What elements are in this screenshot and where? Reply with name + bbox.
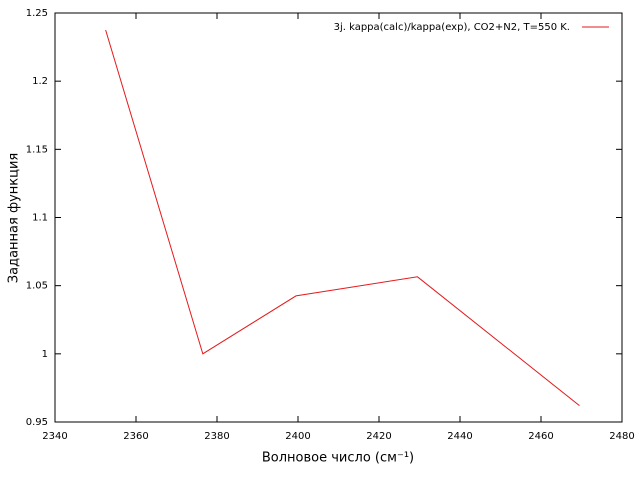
data-line [105,29,580,407]
x-tick-label: 2380 [204,431,229,442]
y-tick-label: 1.05 [26,281,48,292]
x-tick-label: 2480 [609,431,634,442]
x-tick-label: 2440 [447,431,472,442]
y-tick-label: 1.15 [26,144,48,155]
plot-border [54,12,623,423]
y-axis-label: Заданная функция [7,153,22,283]
y-tick-label: 1.1 [32,213,48,224]
y-tick-label: 0.95 [26,417,48,428]
x-tick-label: 2400 [285,431,310,442]
y-tick-label: 1.25 [26,8,48,19]
y-tick-label: 1 [42,349,48,360]
x-tick-label: 2460 [528,431,553,442]
x-axis-label: Волновое число (см⁻¹) [262,451,414,466]
x-tick-label: 2360 [123,431,148,442]
legend-label: 3j. kappa(calc)/kappa(exp), CO2+N2, T=55… [334,22,570,33]
x-tick-label: 2420 [366,431,391,442]
x-tick-label: 2340 [42,431,67,442]
y-tick-label: 1.2 [32,76,48,87]
